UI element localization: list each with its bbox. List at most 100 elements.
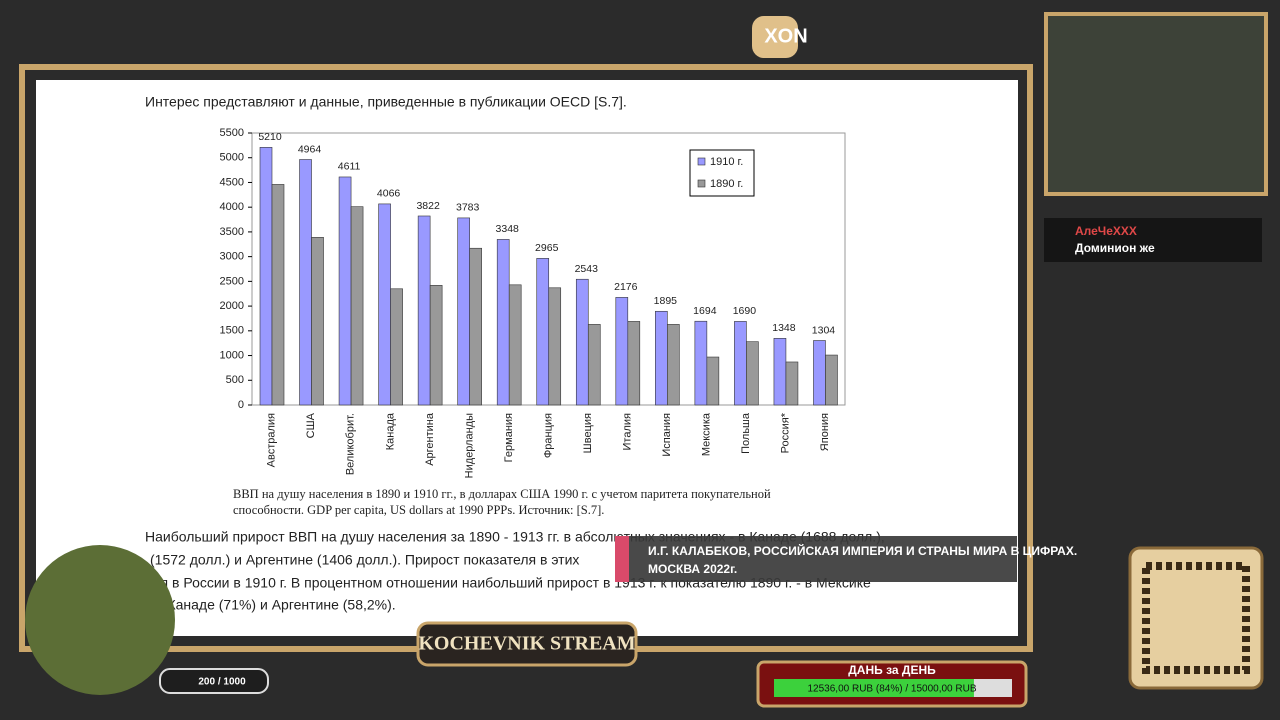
data-label: 1304 <box>812 324 836 336</box>
y-tick-label: 3000 <box>220 251 244 263</box>
y-tick-label: 1000 <box>220 349 244 361</box>
bar <box>378 203 391 406</box>
logo: XON <box>764 25 807 47</box>
caption: ВВП на душу населения в 1890 и 1910 гг.,… <box>233 487 771 501</box>
legend <box>689 149 755 197</box>
stream-badge <box>416 621 638 667</box>
data-label: 1690 <box>733 305 757 317</box>
x-tick-label: Польша <box>740 412 752 454</box>
x-tick-label: Германия <box>503 413 515 462</box>
bar <box>706 356 720 406</box>
data-label: 4611 <box>338 161 361 173</box>
bar <box>734 321 747 406</box>
data-label: 3822 <box>416 200 440 212</box>
counter: 200 / 1000 <box>198 677 246 688</box>
bar <box>746 341 759 406</box>
stream-name: KOCHEVNIK STREAM <box>418 633 635 655</box>
y-tick-label: 2500 <box>220 275 244 287</box>
data-label: 3348 <box>496 223 520 235</box>
chat-message: Доминион же <box>1075 241 1155 255</box>
mascot <box>25 545 175 695</box>
bar <box>508 284 522 406</box>
legend-swatch <box>697 157 706 166</box>
data-label: 4964 <box>298 143 322 155</box>
bar <box>825 354 838 406</box>
data-label: 2543 <box>575 263 599 275</box>
bar <box>350 206 364 406</box>
y-tick-label: 2000 <box>220 300 244 312</box>
bar <box>655 310 668 406</box>
data-label: 5210 <box>258 131 282 143</box>
x-tick-label: Япония <box>819 413 831 451</box>
data-label: 3783 <box>456 202 480 214</box>
bar <box>587 324 601 406</box>
y-tick-label: 4500 <box>220 176 244 188</box>
legend-label: 1890 г. <box>710 178 743 190</box>
y-tick-label: 5500 <box>220 127 244 139</box>
counter-box <box>159 668 269 694</box>
caption: способности. GDP per capita, US dollars … <box>233 503 604 517</box>
x-tick-label: Нидерланды <box>463 413 475 478</box>
chat-box <box>1044 218 1262 262</box>
qr-pattern <box>1142 562 1250 674</box>
x-tick-label: Австралия <box>266 413 278 467</box>
banner-line: И.Г. КАЛАБЕКОВ, РОССИЙСКАЯ ИМПЕРИЯ И СТР… <box>648 543 1077 558</box>
logo-badge <box>752 16 798 58</box>
bar <box>496 239 510 406</box>
data-label: 1895 <box>654 295 678 307</box>
data-label: 2176 <box>614 281 638 293</box>
bar <box>469 247 482 406</box>
x-tick-label: США <box>305 412 317 438</box>
legend-swatch <box>697 179 706 188</box>
chart: 0 500 1000 1500 2000 2500 3000 3500 4000 4500 5000… <box>220 127 846 478</box>
x-tick-label: Мексика <box>701 412 713 456</box>
bar <box>575 278 589 406</box>
bar <box>548 287 562 406</box>
data-label: 1348 <box>772 322 796 334</box>
bar <box>338 176 352 406</box>
x-tick-label: Италия <box>621 413 633 451</box>
bar <box>417 215 431 406</box>
legend-label: 1910 г. <box>710 156 743 168</box>
paragraph: (1572 долл.) и Аргентине (1406 долл.). П… <box>150 552 579 568</box>
bar <box>694 320 708 406</box>
bar <box>773 338 787 406</box>
bar <box>429 285 443 406</box>
bar <box>299 159 312 406</box>
y-tick-label: 4000 <box>220 201 244 213</box>
bar <box>536 258 550 406</box>
x-tick-label: Канада <box>384 412 396 450</box>
bar <box>813 340 826 406</box>
data-label: 2965 <box>535 242 559 254</box>
bar <box>390 288 403 406</box>
banner-accent <box>615 536 629 582</box>
paragraph: ), Канаде (71%) и Аргентине (58,2%). <box>155 597 396 613</box>
webcam <box>1044 12 1268 196</box>
x-tick-label: Швеция <box>582 413 594 453</box>
bar <box>259 147 273 406</box>
bar <box>271 184 285 406</box>
bar <box>627 321 641 406</box>
intro: Интерес представляют и данные, приведенн… <box>145 94 627 110</box>
banner-bg <box>615 536 1017 582</box>
bar <box>615 297 629 406</box>
x-tick-label: Аргентина <box>424 412 436 466</box>
chat-user: АлеЧеХХХ <box>1075 224 1137 238</box>
y-tick-label: 500 <box>226 374 244 386</box>
x-tick-label: Россия* <box>780 412 792 453</box>
y-tick-label: 5000 <box>220 152 244 164</box>
data-label: 1694 <box>693 305 717 317</box>
bar <box>457 217 470 406</box>
data-label: 4066 <box>377 188 401 200</box>
progress-bar <box>774 679 974 697</box>
x-tick-label: Испания <box>661 413 673 457</box>
y-tick-label: 0 <box>238 399 244 411</box>
y-tick-label: 1500 <box>220 325 244 337</box>
x-tick-label: Франция <box>542 413 554 458</box>
y-tick-label: 3500 <box>220 226 244 238</box>
x-tick-label: Великобрит. <box>345 413 357 475</box>
donation-label: 12536,00 RUB (84%) / 15000,00 RUB <box>808 684 977 695</box>
qr-code <box>1128 546 1264 690</box>
bar <box>785 361 799 406</box>
